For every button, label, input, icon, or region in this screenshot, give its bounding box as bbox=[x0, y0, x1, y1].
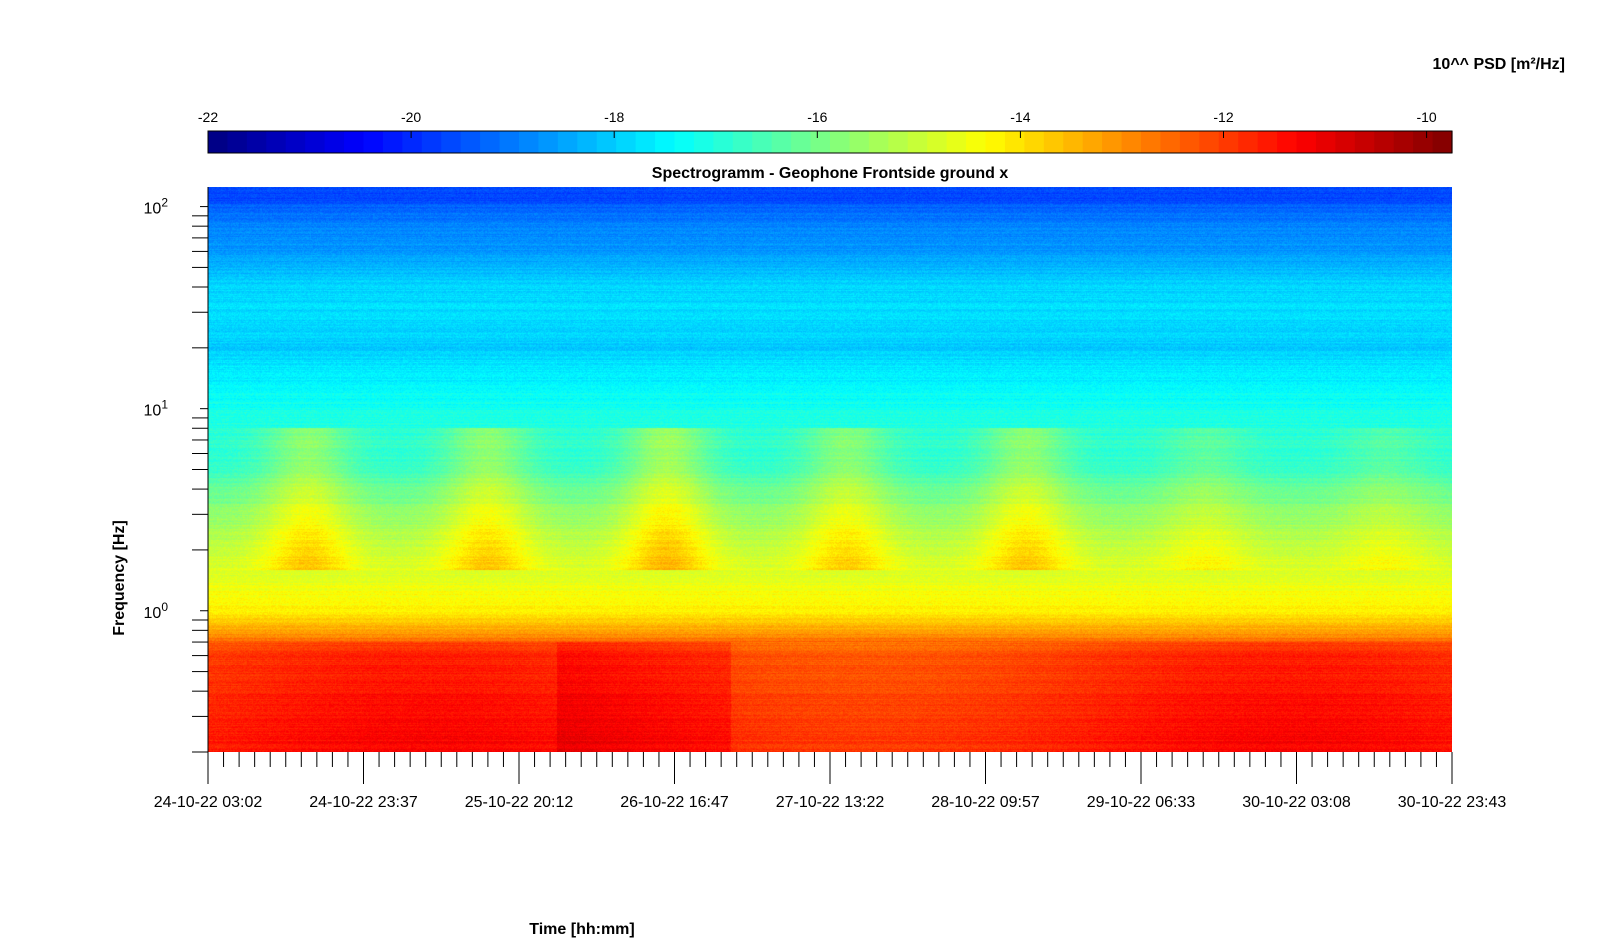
colorbar-cell bbox=[208, 131, 229, 153]
y-axis: 102 101 100 bbox=[144, 187, 209, 753]
colorbar-cell bbox=[538, 131, 559, 153]
colorbar-cell bbox=[791, 131, 812, 153]
colorbar-tick-label: -14 bbox=[1010, 109, 1030, 125]
colorbar-cell bbox=[246, 131, 267, 153]
plot-area: 102 101 100 24-10-22 03:02 24-10-22 23:37 25… bbox=[144, 187, 1507, 811]
colorbar-cell bbox=[1063, 131, 1084, 153]
colorbar-cell bbox=[927, 131, 948, 153]
colorbar-frame bbox=[207, 130, 1453, 154]
colorbar-cell bbox=[1393, 131, 1414, 153]
colorbar-title: 10^^ PSD [m²/Hz] bbox=[1433, 56, 1565, 73]
colorbar-cell bbox=[1102, 131, 1123, 153]
colorbar-tick-label: -18 bbox=[604, 109, 624, 125]
colorbar-cell bbox=[480, 131, 501, 153]
colorbar-cell bbox=[421, 131, 442, 153]
colorbar-cell bbox=[577, 131, 598, 153]
colorbar-cell bbox=[888, 131, 909, 153]
colorbar-gradient bbox=[208, 131, 1453, 153]
colorbar-cell bbox=[674, 131, 695, 153]
colorbar-cell bbox=[499, 131, 520, 153]
colorbar-cell bbox=[985, 131, 1006, 153]
colorbar-cell bbox=[1335, 131, 1356, 153]
x-tick-label: 26-10-22 16:47 bbox=[620, 794, 729, 811]
colorbar-cell bbox=[1413, 131, 1434, 153]
colorbar-cell bbox=[1024, 131, 1045, 153]
x-tick-label: 24-10-22 03:02 bbox=[154, 794, 263, 811]
colorbar-cell bbox=[616, 131, 637, 153]
colorbar-cell bbox=[266, 131, 287, 153]
y-axis-label: Frequency [Hz] bbox=[111, 520, 128, 636]
colorbar-cell bbox=[713, 131, 734, 153]
colorbar-cell bbox=[1257, 131, 1278, 153]
colorbar-cell bbox=[771, 131, 792, 153]
colorbar-cell bbox=[1218, 131, 1239, 153]
colorbar-cell bbox=[1315, 131, 1336, 153]
colorbar-cell bbox=[635, 131, 656, 153]
colorbar-cell bbox=[519, 131, 540, 153]
spectrogram-heatmap bbox=[208, 187, 1452, 752]
colorbar-cell bbox=[402, 131, 423, 153]
colorbar-cell bbox=[693, 131, 714, 153]
colorbar-tick-label: -12 bbox=[1213, 109, 1233, 125]
colorbar-tick-label: -10 bbox=[1416, 109, 1436, 125]
colorbar-cell bbox=[810, 131, 831, 153]
colorbar-tick-label: -20 bbox=[401, 109, 421, 125]
colorbar-cell bbox=[285, 131, 306, 153]
x-tick-label: 30-10-22 03:08 bbox=[1242, 794, 1351, 811]
x-tick-label: 25-10-22 20:12 bbox=[465, 794, 574, 811]
colorbar-cell bbox=[1004, 131, 1025, 153]
colorbar-cell bbox=[363, 131, 384, 153]
colorbar-cell bbox=[752, 131, 773, 153]
colorbar-cell bbox=[1277, 131, 1298, 153]
colorbar-cell bbox=[1141, 131, 1162, 153]
colorbar-cell bbox=[382, 131, 403, 153]
colorbar-cell bbox=[1179, 131, 1200, 153]
colorbar-cell bbox=[830, 131, 851, 153]
colorbar-cell bbox=[907, 131, 928, 153]
y-tick-label: 100 bbox=[144, 600, 169, 622]
colorbar-cell bbox=[344, 131, 365, 153]
y-tick-label: 102 bbox=[144, 196, 169, 218]
colorbar-cell bbox=[227, 131, 248, 153]
colorbar-cell bbox=[966, 131, 987, 153]
colorbar: 10^^ PSD [m²/Hz] -22 -20 -18 -16 -14 -12 -10 bbox=[198, 56, 1565, 154]
colorbar-tick-label: -22 bbox=[198, 109, 218, 125]
colorbar-cell bbox=[732, 131, 753, 153]
colorbar-cell bbox=[596, 131, 617, 153]
colorbar-cell bbox=[1121, 131, 1142, 153]
y-tick-label: 101 bbox=[144, 398, 169, 420]
colorbar-cell bbox=[1296, 131, 1317, 153]
colorbar-ticks: -22 -20 -18 -16 -14 -12 -10 bbox=[198, 109, 1437, 138]
colorbar-cell bbox=[946, 131, 967, 153]
colorbar-tick-label: -16 bbox=[807, 109, 827, 125]
colorbar-cell bbox=[1043, 131, 1064, 153]
x-axis: 24-10-22 03:02 24-10-22 23:37 25-10-22 20:… bbox=[154, 752, 1507, 811]
colorbar-cell bbox=[1199, 131, 1220, 153]
x-axis-label: Time [hh:mm] bbox=[529, 921, 634, 938]
colorbar-cell bbox=[305, 131, 326, 153]
x-tick-label: 27-10-22 13:22 bbox=[776, 794, 885, 811]
colorbar-cell bbox=[849, 131, 870, 153]
colorbar-cell bbox=[324, 131, 345, 153]
x-tick-label: 29-10-22 06:33 bbox=[1087, 794, 1196, 811]
colorbar-cell bbox=[868, 131, 889, 153]
colorbar-cell bbox=[441, 131, 462, 153]
chart-title: Spectrogramm - Geophone Frontside ground… bbox=[652, 165, 1009, 182]
colorbar-cell bbox=[1432, 131, 1453, 153]
colorbar-cell bbox=[1354, 131, 1375, 153]
colorbar-cell bbox=[1160, 131, 1181, 153]
x-tick-label: 28-10-22 09:57 bbox=[931, 794, 1040, 811]
colorbar-cell bbox=[655, 131, 676, 153]
colorbar-cell bbox=[460, 131, 481, 153]
colorbar-cell bbox=[557, 131, 578, 153]
colorbar-cell bbox=[1374, 131, 1395, 153]
colorbar-cell bbox=[1082, 131, 1103, 153]
x-tick-label: 30-10-22 23:43 bbox=[1398, 794, 1507, 811]
x-tick-label: 24-10-22 23:37 bbox=[309, 794, 418, 811]
colorbar-cell bbox=[1238, 131, 1259, 153]
